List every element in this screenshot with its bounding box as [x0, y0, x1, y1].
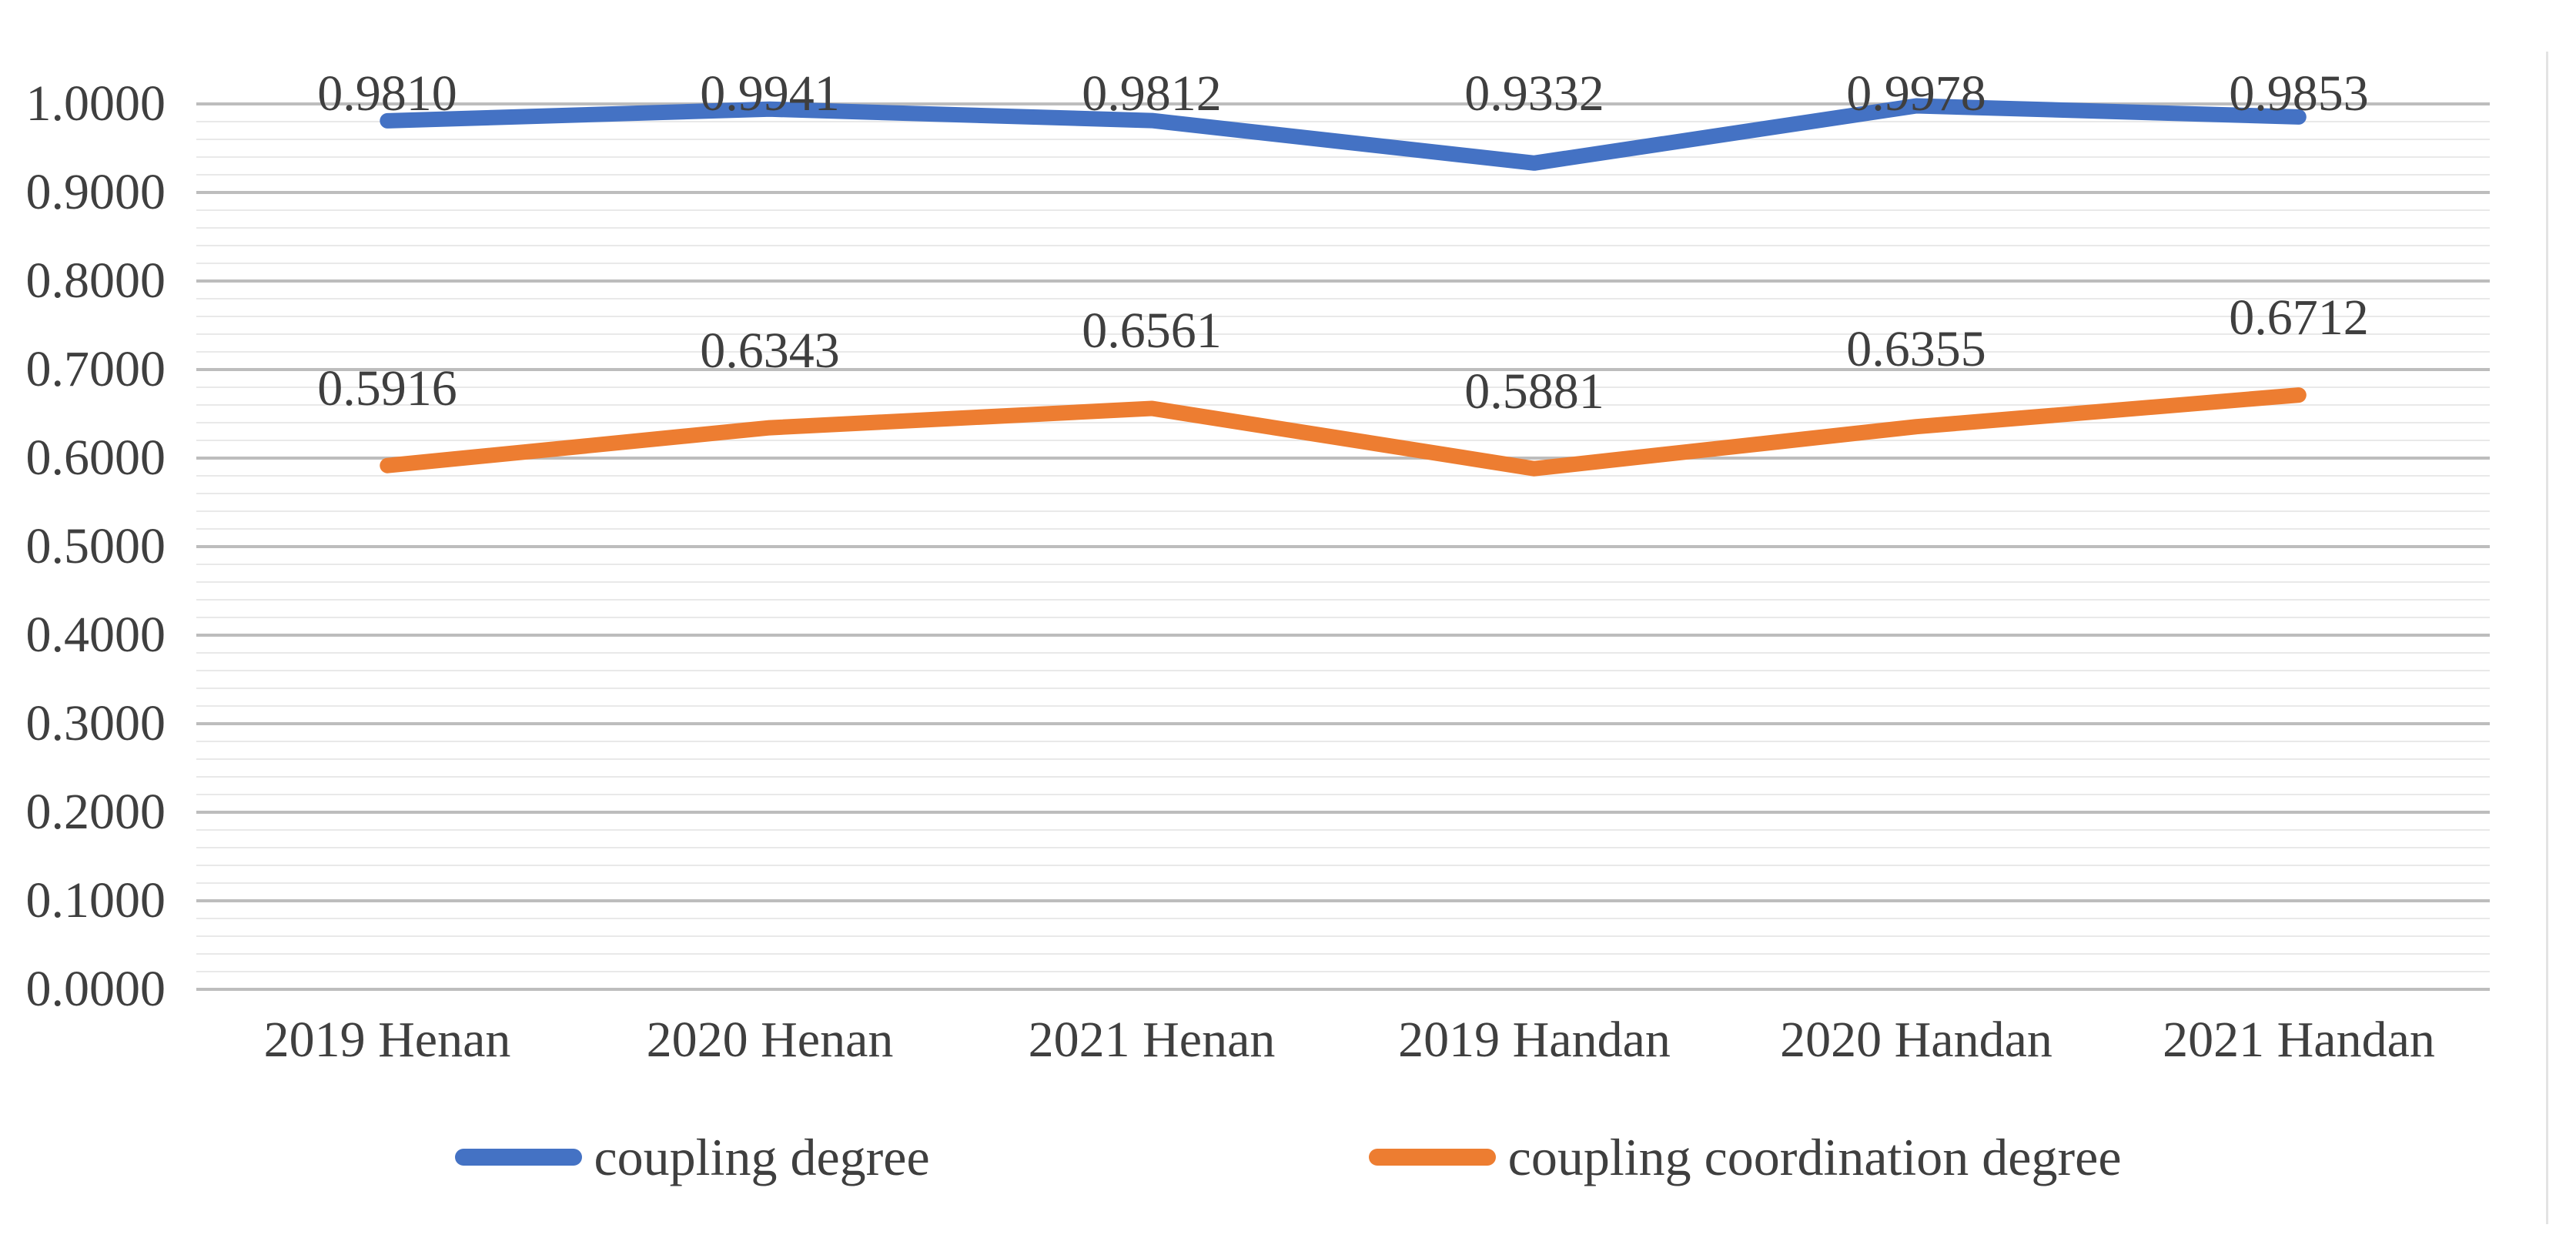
- data-label: 0.9332: [1464, 65, 1604, 122]
- gridline-minor: [196, 333, 2490, 335]
- legend-label-coupling-coordination-degree: coupling coordination degree: [1507, 1128, 2122, 1186]
- gridline-minor: [196, 245, 2490, 246]
- data-label: 0.5916: [317, 360, 457, 417]
- data-label: 0.6343: [700, 323, 840, 379]
- gridline-minor: [196, 688, 2490, 689]
- gridline-major: [196, 102, 2490, 105]
- gridline-minor: [196, 227, 2490, 229]
- gridline-minor: [196, 935, 2490, 937]
- gridline-major: [196, 457, 2490, 460]
- chart-right-border: [2546, 52, 2548, 1224]
- gridline-minor: [196, 971, 2490, 972]
- gridline-minor: [196, 209, 2490, 211]
- gridline-minor: [196, 953, 2490, 955]
- gridline-major: [196, 634, 2490, 637]
- gridline-minor: [196, 741, 2490, 742]
- data-label: 0.9941: [700, 65, 840, 122]
- gridline-minor: [196, 581, 2490, 583]
- data-label: 0.9812: [1082, 65, 1222, 122]
- gridline-minor: [196, 351, 2490, 353]
- x-axis-category-label: 2019 Henan: [263, 1012, 511, 1068]
- x-axis-category-label: 2020 Handan: [1780, 1012, 2052, 1068]
- x-axis-category-label: 2020 Henan: [646, 1012, 894, 1068]
- y-axis-tick-label: 0.3000: [25, 695, 166, 751]
- gridline-minor: [196, 404, 2490, 406]
- data-label: 0.6561: [1082, 303, 1222, 359]
- gridline-minor: [196, 386, 2490, 388]
- chart-legend: coupling degree coupling coordination de…: [0, 1126, 2576, 1189]
- y-axis-tick-label: 0.8000: [25, 253, 166, 309]
- gridline-minor: [196, 670, 2490, 671]
- y-axis-tick-label: 0.4000: [25, 607, 166, 663]
- gridline-major: [196, 279, 2490, 283]
- gridline-minor: [196, 121, 2490, 122]
- x-axis-category-label: 2021 Henan: [1028, 1012, 1276, 1068]
- gridline-minor: [196, 298, 2490, 299]
- gridline-minor: [196, 422, 2490, 423]
- y-axis-tick-label: 0.6000: [25, 430, 166, 486]
- gridline-minor: [196, 758, 2490, 760]
- gridline-major: [196, 545, 2490, 548]
- gridline-minor: [196, 174, 2490, 176]
- gridline-minor: [196, 776, 2490, 778]
- data-label: 0.9810: [317, 65, 457, 122]
- gridline-minor: [196, 440, 2490, 441]
- gridline-minor: [196, 652, 2490, 654]
- series-line-coupling-degree: [380, 98, 2307, 171]
- gridline-minor: [196, 475, 2490, 477]
- x-axis-category-label: 2021 Handan: [2163, 1012, 2435, 1068]
- gridline-minor: [196, 316, 2490, 317]
- gridline-major: [196, 988, 2490, 991]
- x-axis-category-label: 2019 Handan: [1398, 1012, 1671, 1068]
- legend-line-marker-blue: [454, 1149, 582, 1166]
- gridline-minor: [196, 865, 2490, 866]
- legend-label-coupling-degree: coupling degree: [594, 1128, 930, 1186]
- data-label: 0.5881: [1464, 363, 1604, 420]
- data-label: 0.9853: [2229, 65, 2369, 122]
- data-label: 0.9978: [1846, 65, 1986, 122]
- gridline-minor: [196, 510, 2490, 512]
- gridline-minor: [196, 528, 2490, 530]
- gridline-minor: [196, 847, 2490, 848]
- data-label: 0.6355: [1846, 321, 1986, 377]
- gridline-minor: [196, 493, 2490, 494]
- y-axis-tick-label: 1.0000: [25, 75, 166, 132]
- y-axis-tick-label: 0.7000: [25, 341, 166, 397]
- gridline-minor: [196, 882, 2490, 884]
- gridline-major: [196, 811, 2490, 814]
- gridline-minor: [196, 599, 2490, 601]
- gridline-major: [196, 191, 2490, 194]
- gridline-minor: [196, 139, 2490, 140]
- gridline-minor: [196, 918, 2490, 919]
- gridline-minor: [196, 794, 2490, 795]
- gridline-major: [196, 368, 2490, 371]
- legend-line-marker-orange: [1368, 1149, 1496, 1166]
- legend-item-coupling-degree: coupling degree: [454, 1126, 930, 1189]
- gridline-minor: [196, 263, 2490, 264]
- gridline-minor: [196, 617, 2490, 618]
- gridline-major: [196, 722, 2490, 725]
- data-label: 0.6712: [2229, 289, 2369, 346]
- y-axis-tick-label: 0.1000: [25, 872, 166, 928]
- gridline-minor: [196, 156, 2490, 158]
- y-axis-tick-label: 0.0000: [25, 961, 166, 1017]
- legend-item-coupling-coordination-degree: coupling coordination degree: [1368, 1126, 2122, 1189]
- y-axis-tick-label: 0.2000: [25, 784, 166, 840]
- gridline-minor: [196, 829, 2490, 831]
- gridline-major: [196, 899, 2490, 902]
- y-axis-tick-label: 0.9000: [25, 164, 166, 220]
- gridline-minor: [196, 705, 2490, 707]
- gridline-minor: [196, 564, 2490, 565]
- y-axis-tick-label: 0.5000: [25, 518, 166, 574]
